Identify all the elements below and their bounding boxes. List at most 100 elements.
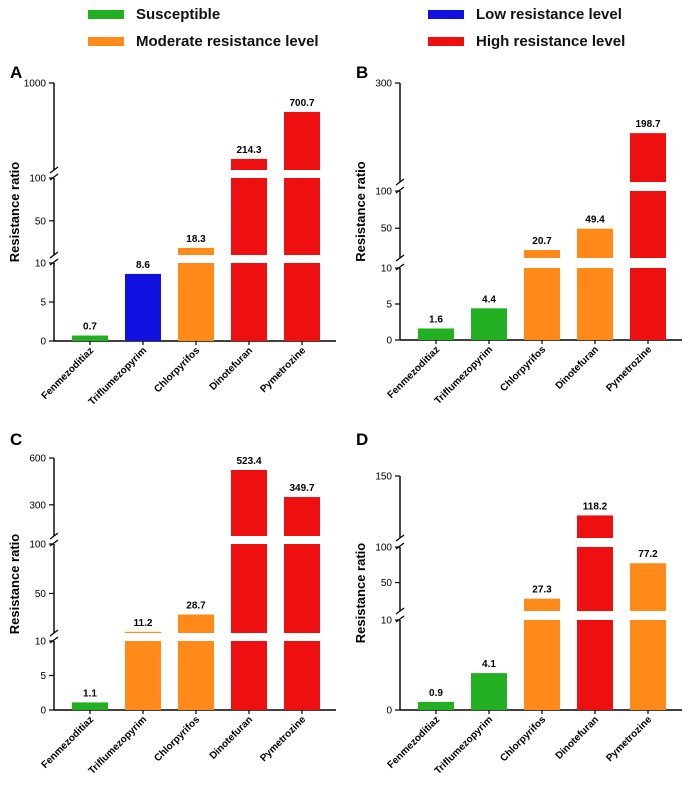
bar-value-label: 27.3 (532, 585, 552, 596)
y-tick-label: 5 (40, 671, 46, 682)
legend-item-moderate: Moderate resistance level (88, 33, 319, 50)
bar-value-label: 77.2 (638, 549, 658, 560)
bar-pymetrozine (284, 641, 320, 710)
legend-item-susceptible: Susceptible (88, 6, 220, 23)
bar-fenmezoditiaz (418, 701, 454, 710)
bar-dinotefuran (231, 641, 267, 710)
bar-value-label: 118.2 (583, 501, 608, 512)
x-tick-label: Fenmezoditiaz (40, 714, 97, 771)
x-tick-label: Pymetrozine (258, 714, 308, 764)
x-tick-label: Triflumezopyrim (87, 714, 149, 776)
x-tick-label: Fenmezoditiaz (40, 345, 97, 402)
bar-dinotefuran-segment-3 (231, 158, 267, 170)
x-tick-label: Chlorpyrifos (498, 344, 548, 394)
bar-triflumezopyrim-segment-2 (125, 631, 161, 633)
y-tick-label: 100 (375, 543, 392, 554)
legend-label-susceptible: Susceptible (136, 6, 221, 23)
panel-letter-a: A (10, 63, 22, 82)
bar-chlorpyrifos (524, 268, 560, 340)
panel-letter-c: C (10, 430, 22, 449)
y-axis-title-a: Resistance ratio (7, 162, 22, 262)
chart-panel-b: B Resistance ratio 0 5 10 50 100 300 1.6 Fenmezod… (353, 63, 682, 407)
axis-break-mark (395, 254, 405, 262)
bar-value-label: 11.2 (134, 618, 153, 629)
bar-value-label: 523.4 (236, 456, 261, 467)
bar-chlorpyrifos-segment-2 (524, 250, 560, 258)
y-tick-label: 10 (35, 259, 47, 270)
bar-value-label: 18.3 (186, 234, 206, 245)
bar-value-label: 28.7 (186, 601, 206, 612)
x-tick-label: Triflumezopyrim (87, 345, 149, 407)
bar-value-label: 1.6 (429, 314, 443, 325)
bar-pymetrozine-segment-3 (284, 111, 320, 170)
legend-item-low: Low resistance level (428, 6, 622, 23)
y-tick-label: 300 (29, 500, 46, 511)
axis-break-mark (49, 251, 59, 259)
axis-break-mark (395, 186, 405, 194)
panel-letter-b: B (356, 63, 368, 82)
y-tick-label: 100 (375, 187, 392, 198)
bar-pymetrozine-segment-3 (284, 497, 320, 536)
legend-swatch-high (428, 37, 464, 46)
bar-value-label: 49.4 (585, 215, 605, 226)
bar-value-label: 1.1 (83, 688, 97, 699)
axis-break-mark (395, 534, 405, 542)
x-tick-label: Pymetrozine (258, 345, 308, 395)
bar-dinotefuran-segment-2 (231, 544, 267, 633)
y-tick-label: 10 (381, 264, 393, 275)
y-tick-label: 300 (375, 79, 392, 90)
bar-dinotefuran (577, 620, 613, 710)
legend-label-low: Low resistance level (476, 6, 622, 23)
legend-label-moderate: Moderate resistance level (136, 33, 319, 50)
axis-break-mark (395, 542, 405, 550)
bar-triflumezopyrim (125, 273, 161, 341)
axis-break-mark (395, 263, 405, 271)
bar-pymetrozine-segment-2 (284, 178, 320, 255)
bar-fenmezoditiaz (72, 702, 108, 710)
x-tick-label: Dinotefuran (554, 344, 601, 391)
bar-value-label: 198.7 (635, 119, 660, 130)
y-tick-label: 100 (29, 174, 46, 185)
y-axis-title-d: Resistance ratio (353, 543, 368, 643)
axis-break-mark (49, 258, 59, 266)
y-tick-label: 5 (40, 298, 46, 309)
bar-value-label: 700.7 (289, 98, 314, 109)
y-tick-label: 50 (381, 578, 393, 589)
x-tick-label: Chlorpyrifos (498, 714, 548, 764)
x-tick-label: Chlorpyrifos (152, 714, 202, 764)
chart-panel-d: D Resistance ratio 0 10 50 100 150 0.9 Fenmezodi… (353, 430, 682, 777)
y-tick-label: 150 (375, 472, 392, 483)
y-tick-label: 50 (35, 589, 47, 600)
bar-value-label: 8.6 (136, 260, 150, 271)
x-tick-label: Pymetrozine (604, 714, 654, 764)
bar-pymetrozine-segment-2 (284, 544, 320, 633)
bar-triflumezopyrim (471, 673, 507, 710)
bar-triflumezopyrim (125, 641, 161, 710)
y-tick-label: 0 (40, 337, 46, 348)
y-tick-label: 50 (381, 224, 393, 235)
bar-pymetrozine-segment-2 (630, 191, 666, 258)
bar-pymetrozine (630, 268, 666, 340)
bar-pymetrozine (284, 263, 320, 341)
bar-value-label: 20.7 (532, 236, 552, 247)
legend-swatch-moderate (88, 37, 124, 46)
legend-swatch-susceptible (88, 10, 124, 19)
y-axis-title-c: Resistance ratio (7, 534, 22, 634)
x-tick-label: Chlorpyrifos (152, 345, 202, 395)
y-tick-label: 1000 (24, 79, 47, 90)
bar-triflumezopyrim (471, 308, 507, 340)
y-tick-label: 0 (386, 706, 392, 717)
x-tick-label: Triflumezopyrim (433, 714, 495, 776)
legend-item-high: High resistance level (428, 33, 625, 50)
bar-chlorpyrifos (524, 620, 560, 710)
bar-dinotefuran-segment-2 (231, 178, 267, 255)
panel-letter-d: D (356, 430, 368, 449)
bar-value-label: 4.1 (482, 659, 496, 670)
x-tick-label: Dinotefuran (208, 714, 255, 761)
bar-dinotefuran-segment-2 (577, 547, 613, 611)
axis-break-mark (49, 629, 59, 637)
bar-dinotefuran (577, 268, 613, 340)
bar-dinotefuran-segment-2 (577, 228, 613, 258)
axis-break-mark (49, 532, 59, 540)
bar-pymetrozine (630, 620, 666, 710)
